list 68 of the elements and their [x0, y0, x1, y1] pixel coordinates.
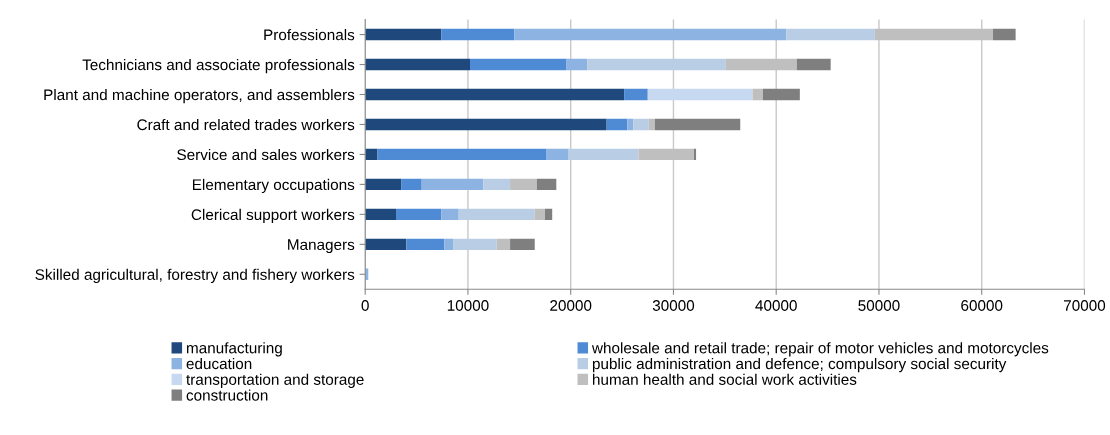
x-tick-label: 0	[361, 300, 369, 311]
bar	[365, 58, 470, 71]
x-tick-label: 10000	[447, 300, 489, 311]
bar	[365, 208, 397, 221]
bar	[365, 238, 407, 251]
x-tick-label: 40000	[755, 300, 797, 311]
bar	[396, 208, 442, 221]
bar	[365, 118, 607, 131]
y-tick-label: Clerical support workers	[191, 208, 355, 224]
legend-label: transportation and storage	[186, 373, 364, 388]
bar	[510, 178, 537, 191]
bar	[514, 28, 787, 41]
bar	[587, 58, 726, 71]
bar	[441, 28, 515, 41]
bar	[483, 178, 511, 191]
y-tick-label: Managers	[288, 239, 355, 254]
bar	[694, 148, 697, 161]
bar	[624, 88, 648, 101]
x-tick-label: 30000	[652, 300, 695, 311]
bar	[453, 238, 497, 251]
y-tick-label: Skilled agricultural, forestry and fishery workers	[35, 268, 355, 283]
bar	[566, 58, 588, 71]
bar	[536, 178, 557, 191]
bar	[606, 118, 628, 131]
bar	[648, 118, 655, 131]
bar	[496, 238, 511, 251]
x-tick-label: 50000	[858, 300, 900, 311]
bar	[406, 238, 445, 251]
y-tick-label: Craft and related trades workers	[137, 118, 355, 131]
bar	[444, 238, 454, 251]
bar	[752, 88, 763, 101]
legend-label: education	[186, 357, 252, 370]
y-tick-label: Elementary occupations	[192, 178, 355, 194]
y-tick-label: Service and sales workers	[177, 148, 355, 161]
bar	[534, 208, 546, 221]
y-tick-label: Plant and machine operators, and assemblers	[44, 88, 355, 104]
bar	[633, 118, 649, 131]
bar	[786, 28, 875, 41]
bar	[401, 178, 422, 191]
bar	[568, 148, 639, 161]
bar	[654, 118, 741, 131]
bar	[441, 208, 459, 221]
legend-label: construction	[186, 389, 268, 401]
bar	[545, 208, 553, 221]
y-tick-label: Professionals	[264, 29, 355, 41]
bar	[365, 148, 378, 161]
bar	[546, 148, 569, 161]
legend-label: manufacturing	[186, 342, 282, 357]
legend-label: public administration and defence; compulsory social security	[592, 357, 1007, 373]
bar	[365, 178, 402, 191]
legend-label: human health and social work activities	[593, 373, 857, 385]
x-tick-label: 20000	[550, 300, 592, 311]
bar	[365, 88, 625, 101]
bar	[627, 118, 634, 131]
legend-label: wholesale and retail trade; repair of motor vehicles and motorcycles	[591, 342, 1049, 357]
bar	[458, 208, 535, 221]
x-tick-label: 60000	[961, 300, 1003, 311]
bar	[510, 238, 535, 251]
bar	[365, 28, 442, 41]
x-tick-label: 70000	[1064, 300, 1106, 311]
bar	[470, 58, 567, 71]
bar	[993, 28, 1016, 41]
bar	[647, 88, 753, 101]
y-tick-label: Technicians and associate professionals	[82, 58, 355, 74]
bar	[421, 178, 484, 191]
bar	[796, 58, 831, 71]
bar	[762, 88, 800, 101]
bar	[377, 148, 547, 161]
